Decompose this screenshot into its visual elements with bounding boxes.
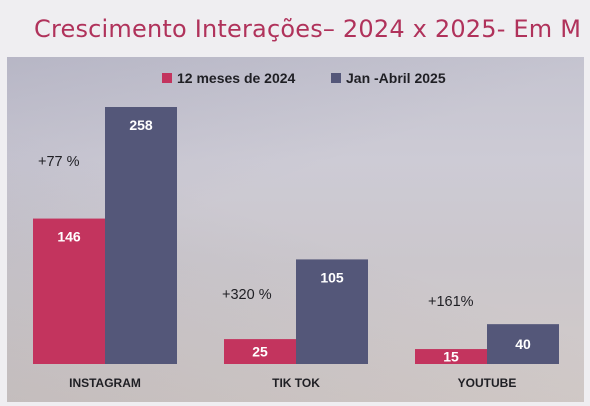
bar-instagram-series-2 [105, 107, 177, 364]
value-label-instagram-series-1: 146 [57, 229, 81, 245]
bar-tik-tok-series-1 [224, 339, 296, 364]
value-label-instagram-series-2: 258 [129, 117, 153, 133]
legend-label-2: Jan -Abril 2025 [346, 70, 446, 86]
chart-title: Crescimento Interações– 2024 x 2025- Em … [34, 15, 582, 43]
value-label-tik-tok-series-1: 25 [252, 344, 268, 360]
bar-tik-tok-series-2 [296, 259, 368, 364]
legend-label-1: 12 meses de 2024 [177, 70, 296, 86]
growth-label-1: +77 % [38, 154, 80, 170]
value-label-youtube-series-2: 40 [515, 336, 531, 352]
growth-label-2: +320 % [222, 287, 272, 303]
value-label-youtube-series-1: 15 [443, 349, 459, 365]
category-label-tik-tok: TIK TOK [272, 376, 320, 390]
legend-swatch-1 [162, 73, 172, 83]
legend: 12 meses de 2024 Jan -Abril 2025 [162, 70, 446, 86]
category-label-youtube: YOUTUBE [458, 376, 517, 390]
bar-youtube-series-1 [415, 349, 487, 364]
bars [33, 107, 559, 364]
labels: 146 258 INSTAGRAM 25 105 TIK TOK 15 40 YOUTUBE +7… [38, 117, 531, 390]
bar-youtube-series-2 [487, 324, 559, 364]
bar-instagram-series-1 [33, 218, 105, 364]
category-label-instagram: INSTAGRAM [69, 376, 141, 390]
legend-swatch-2 [331, 73, 341, 83]
growth-label-3: +161% [428, 294, 474, 310]
value-label-tik-tok-series-2: 105 [320, 269, 344, 285]
